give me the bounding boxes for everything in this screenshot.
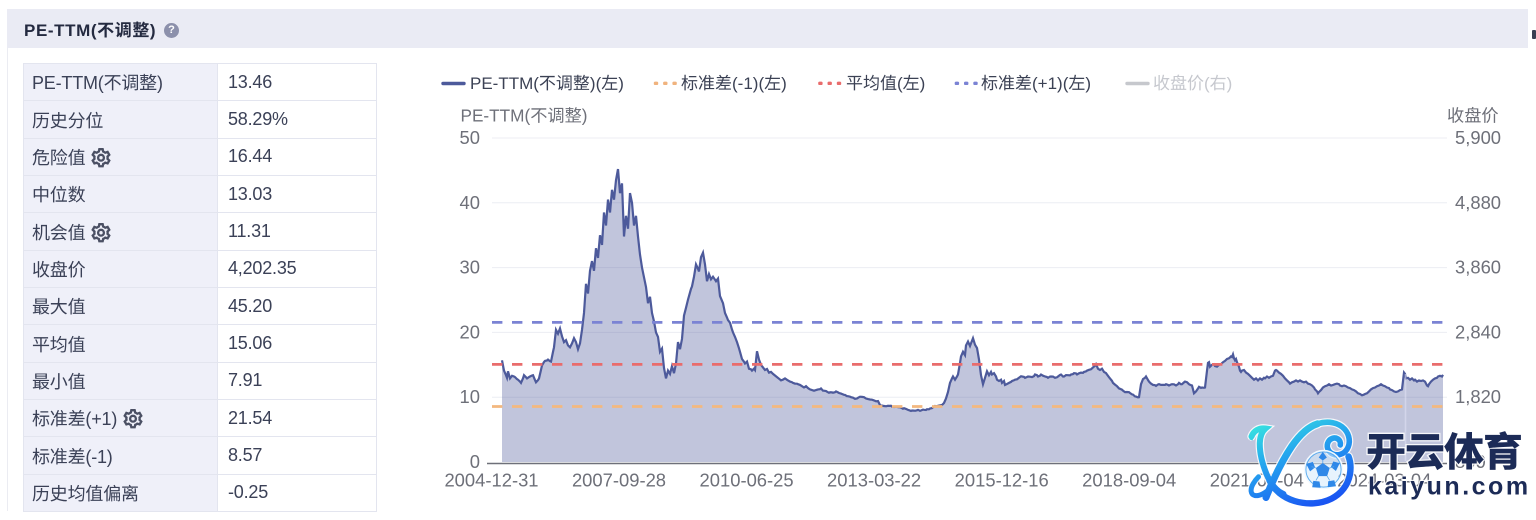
svg-text:30: 30 [460,257,480,278]
svg-text:平均值(左): 平均值(左) [846,74,925,93]
svg-text:2015-12-16: 2015-12-16 [955,470,1049,491]
svg-text:2018-09-04: 2018-09-04 [1082,470,1176,491]
svg-text:2010-06-25: 2010-06-25 [700,470,794,491]
svg-text:10: 10 [460,386,480,407]
svg-text:50: 50 [460,127,480,148]
svg-text:2024-03-04: 2024-03-04 [1337,470,1431,491]
svg-text:0: 0 [470,451,480,472]
svg-text:3,860: 3,860 [1455,257,1501,278]
svg-text:2007-09-28: 2007-09-28 [572,470,666,491]
svg-text:PE-TTM(不调整)(左): PE-TTM(不调整)(左) [470,74,624,93]
svg-text:2013-03-22: 2013-03-22 [827,470,921,491]
svg-text:2004-12-31: 2004-12-31 [444,470,538,491]
svg-text:kaiyun.com: kaiyun.com [1368,473,1531,501]
svg-text:20: 20 [460,321,480,342]
svg-text:2,840: 2,840 [1455,321,1501,342]
svg-text:40: 40 [460,192,480,213]
svg-text:5,900: 5,900 [1455,127,1501,148]
svg-text:1,820: 1,820 [1455,386,1501,407]
svg-text:PE-TTM(不调整): PE-TTM(不调整) [461,106,588,126]
svg-text:收盘价(右): 收盘价(右) [1153,74,1232,93]
svg-text:标准差(-1)(左): 标准差(-1)(左) [681,74,787,93]
svg-text:收盘价: 收盘价 [1447,106,1499,126]
svg-text:开云体育: 开云体育 [1366,431,1522,475]
svg-text:标准差(+1)(左): 标准差(+1)(左) [981,74,1091,93]
svg-text:800: 800 [1455,451,1486,472]
svg-text:4,880: 4,880 [1455,192,1501,213]
